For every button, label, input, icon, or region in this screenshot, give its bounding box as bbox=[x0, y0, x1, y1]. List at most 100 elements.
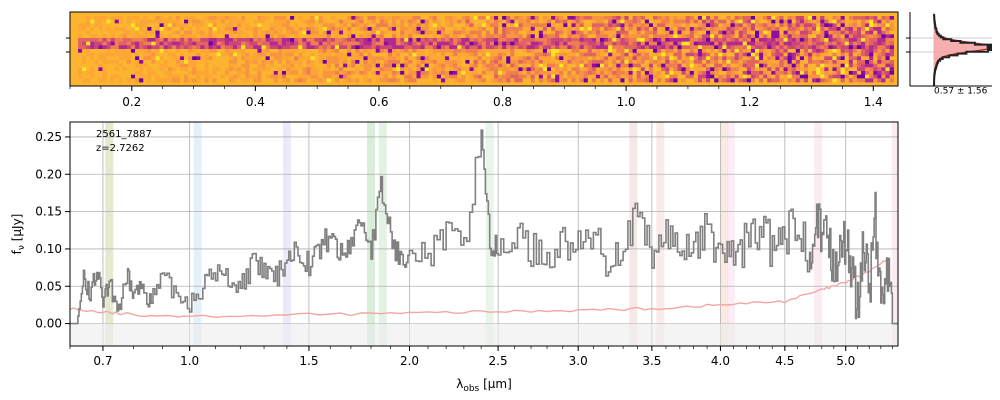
heatmap-cell bbox=[653, 30, 658, 35]
heatmap-cell bbox=[432, 27, 438, 32]
heatmap-cell bbox=[754, 27, 760, 32]
heatmap-cell bbox=[375, 56, 381, 61]
heatmap-cell bbox=[188, 71, 193, 76]
heatmap-cell bbox=[677, 49, 682, 54]
heatmap-cell bbox=[326, 49, 332, 54]
heatmap-cell bbox=[277, 74, 283, 79]
heatmap-cell bbox=[791, 27, 797, 32]
heatmap-cell bbox=[583, 49, 589, 54]
heatmap-cell bbox=[306, 56, 311, 61]
heatmap-cell bbox=[787, 30, 793, 35]
heatmap-cell bbox=[742, 16, 748, 21]
heatmap-cell bbox=[824, 56, 829, 61]
heatmap-cell bbox=[387, 52, 393, 57]
heatmap-cell bbox=[249, 49, 254, 54]
heatmap-cell bbox=[184, 63, 189, 68]
heatmap-cell bbox=[175, 45, 181, 50]
heatmap-cell bbox=[881, 19, 886, 24]
heatmap-cell bbox=[856, 16, 862, 21]
heatmap-cell bbox=[542, 27, 548, 32]
heatmap-cell bbox=[277, 52, 283, 57]
heatmap-cell bbox=[873, 34, 878, 39]
heatmap-cell bbox=[110, 78, 116, 83]
heatmap-cell bbox=[632, 67, 638, 72]
heatmap-cell bbox=[473, 67, 479, 72]
heatmap-cell bbox=[261, 52, 266, 57]
heatmap-cell bbox=[575, 67, 581, 72]
heatmap-cell bbox=[506, 38, 511, 43]
heatmap-cell bbox=[383, 56, 389, 61]
spectrum-2d-frame bbox=[69, 11, 899, 87]
heatmap-cell bbox=[689, 41, 695, 46]
heatmap-cell bbox=[803, 60, 809, 65]
heatmap-cell bbox=[143, 19, 148, 24]
heatmap-cell bbox=[783, 27, 789, 32]
heatmap-cell bbox=[457, 34, 462, 39]
heatmap-cell bbox=[86, 67, 91, 72]
heatmap-cell bbox=[432, 56, 438, 61]
heatmap-cell bbox=[224, 71, 230, 76]
heatmap-cell bbox=[844, 56, 850, 61]
heatmap-cell bbox=[383, 60, 389, 65]
heatmap-cell bbox=[506, 16, 511, 21]
heatmap-cell bbox=[281, 19, 287, 24]
heatmap-cell bbox=[363, 71, 368, 76]
heatmap-cell bbox=[856, 41, 862, 46]
heatmap-cell bbox=[685, 41, 691, 46]
heatmap-cell bbox=[775, 27, 780, 32]
heatmap-cell bbox=[771, 34, 776, 39]
heatmap-cell bbox=[408, 41, 413, 46]
heatmap-cell bbox=[636, 41, 642, 46]
heatmap-cell bbox=[265, 45, 271, 50]
heatmap-cell bbox=[351, 49, 356, 54]
heatmap-cell bbox=[343, 45, 348, 50]
heatmap-cell bbox=[795, 27, 801, 32]
heatmap-cell bbox=[763, 52, 768, 57]
heatmap-cell bbox=[359, 34, 364, 39]
heatmap-cell bbox=[583, 38, 589, 43]
heatmap-cell bbox=[583, 16, 589, 21]
heatmap-cell bbox=[624, 52, 629, 57]
heatmap-cell bbox=[184, 67, 189, 72]
heatmap-cell bbox=[457, 45, 462, 50]
heatmap-cell bbox=[685, 63, 691, 68]
heatmap-cell bbox=[473, 71, 479, 76]
heatmap-cell bbox=[514, 67, 519, 72]
heatmap-cell bbox=[559, 63, 564, 68]
heatmap-cell bbox=[102, 27, 107, 32]
heatmap-cell bbox=[306, 45, 311, 50]
heatmap-cell bbox=[498, 56, 503, 61]
heatmap-cell bbox=[428, 71, 434, 76]
heatmap-cell bbox=[371, 45, 377, 50]
heatmap-cell bbox=[873, 52, 878, 57]
heatmap-cell bbox=[750, 74, 756, 79]
heatmap-cell bbox=[188, 23, 193, 28]
heatmap-cell bbox=[604, 30, 609, 35]
heatmap-cell bbox=[375, 63, 381, 68]
emission-line-band bbox=[193, 122, 202, 346]
heatmap-cell bbox=[192, 27, 197, 32]
heatmap-cell bbox=[396, 45, 401, 50]
heatmap-cell bbox=[163, 71, 169, 76]
heatmap-cell bbox=[367, 30, 373, 35]
heatmap-cell bbox=[175, 52, 181, 57]
heatmap-cell bbox=[363, 41, 368, 46]
heatmap-cell bbox=[383, 67, 389, 72]
heatmap-cell bbox=[795, 41, 801, 46]
heatmap-cell bbox=[591, 34, 597, 39]
heatmap-cell bbox=[131, 34, 136, 39]
heatmap-cell bbox=[624, 34, 629, 39]
heatmap-cell bbox=[306, 41, 311, 46]
heatmap-cell bbox=[546, 67, 552, 72]
heatmap-cell bbox=[257, 23, 262, 28]
heatmap-cell bbox=[844, 45, 850, 50]
heatmap-cell bbox=[245, 49, 250, 54]
heatmap-cell bbox=[94, 74, 99, 79]
heatmap-cell bbox=[473, 78, 479, 83]
heatmap-cell bbox=[363, 19, 368, 24]
heatmap-cell bbox=[285, 78, 291, 83]
heatmap-cell bbox=[563, 74, 568, 79]
heatmap-cell bbox=[861, 16, 866, 21]
heatmap-cell bbox=[98, 34, 103, 39]
heatmap-cell bbox=[530, 63, 536, 68]
